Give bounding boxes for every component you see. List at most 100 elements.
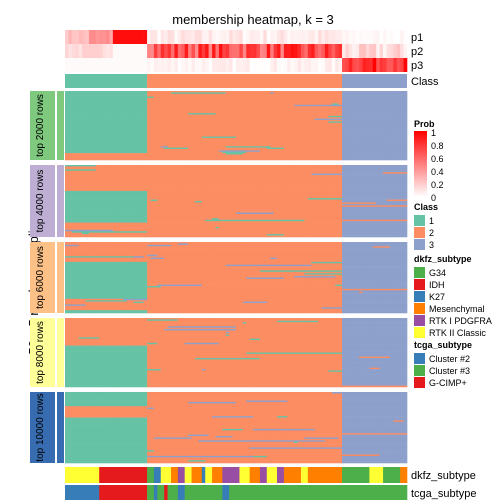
membership-cell [236, 295, 257, 298]
membership-cell [287, 385, 309, 388]
membership-cell [342, 404, 346, 407]
membership-cell [171, 308, 192, 311]
membership-cell [68, 140, 127, 143]
membership-cell [342, 218, 350, 221]
subtype-segment [164, 485, 168, 500]
membership-cell [147, 266, 182, 268]
membership-cell [65, 407, 93, 410]
membership-cell [365, 434, 391, 437]
membership-cell [294, 128, 339, 130]
membership-cell [147, 413, 230, 416]
membership-cell [372, 148, 377, 151]
membership-cell [129, 259, 148, 261]
membership-cell [65, 286, 117, 288]
prob-cell [270, 30, 274, 44]
membership-cell [65, 114, 86, 117]
membership-cell [65, 106, 107, 108]
membership-cell [205, 270, 244, 273]
membership-cell [283, 276, 295, 278]
membership-cell [92, 266, 103, 268]
membership-cell [164, 179, 213, 182]
membership-cell [194, 128, 220, 130]
prob-cell [331, 30, 336, 44]
prob-cell [126, 58, 131, 72]
membership-cell [147, 261, 151, 264]
membership-cell [99, 382, 114, 385]
membership-cell [389, 129, 408, 132]
membership-cell [140, 401, 148, 404]
membership-cell [294, 303, 343, 305]
membership-cell [88, 283, 131, 285]
membership-cell [246, 460, 257, 462]
membership-cell [342, 418, 408, 421]
membership-cell [277, 196, 315, 199]
membership-cell [273, 254, 333, 257]
prob-cell [71, 44, 76, 58]
membership-cell [65, 431, 107, 434]
membership-cell [246, 277, 285, 280]
prob-cell [116, 30, 121, 44]
membership-cell [218, 128, 285, 130]
membership-cell [88, 366, 148, 368]
membership-cell [147, 363, 257, 366]
legend-swatch [414, 377, 425, 388]
membership-cell [304, 421, 333, 424]
membership-cell [201, 143, 230, 146]
membership-cell [331, 113, 343, 115]
prob-cell [372, 30, 377, 44]
membership-cell [342, 144, 350, 147]
membership-cell [106, 115, 124, 118]
membership-cell [372, 235, 408, 238]
membership-cell [342, 278, 346, 281]
membership-cell [342, 176, 408, 179]
membership-cell [129, 283, 148, 285]
membership-cell [65, 329, 103, 331]
membership-cell [136, 397, 148, 400]
membership-cell [355, 424, 408, 427]
membership-cell [242, 428, 254, 431]
membership-cell [342, 342, 404, 345]
membership-cell [342, 139, 367, 141]
membership-cell [225, 251, 257, 254]
membership-cell [119, 431, 148, 434]
membership-cell [304, 110, 309, 112]
membership-cell [311, 373, 343, 375]
membership-cell [342, 180, 367, 183]
membership-cell [65, 410, 148, 413]
membership-cell [157, 121, 206, 124]
membership-cell [359, 96, 374, 99]
prob-cell [225, 30, 230, 44]
membership-cell [116, 409, 148, 411]
membership-cell [147, 291, 250, 294]
membership-cell [143, 104, 148, 107]
membership-cell [133, 311, 138, 314]
subtype-segment [177, 467, 185, 483]
membership-cell [294, 276, 336, 278]
membership-cell [348, 108, 360, 111]
membership-cell [153, 129, 247, 132]
prob-cell [283, 44, 288, 58]
membership-cell [403, 333, 408, 335]
membership-cell [328, 297, 333, 300]
prob-cell [140, 44, 144, 58]
membership-cell [85, 418, 114, 421]
membership-cell [198, 400, 223, 403]
prob-cell [106, 44, 110, 58]
membership-cell [338, 384, 343, 386]
legend-swatch [414, 327, 425, 338]
membership-cell [106, 434, 148, 437]
membership-cell [136, 225, 148, 228]
membership-cell [201, 122, 261, 125]
membership-cell [239, 351, 288, 353]
prob-cell [205, 58, 209, 72]
membership-cell [386, 370, 408, 373]
legend-swatch [414, 365, 425, 376]
membership-cell [167, 418, 179, 421]
membership-cell [82, 358, 138, 360]
membership-cell [147, 106, 223, 108]
membership-cell [184, 277, 247, 280]
membership-cell [376, 213, 380, 216]
membership-cell [355, 308, 408, 311]
membership-cell [164, 226, 213, 229]
membership-cell [277, 91, 309, 93]
